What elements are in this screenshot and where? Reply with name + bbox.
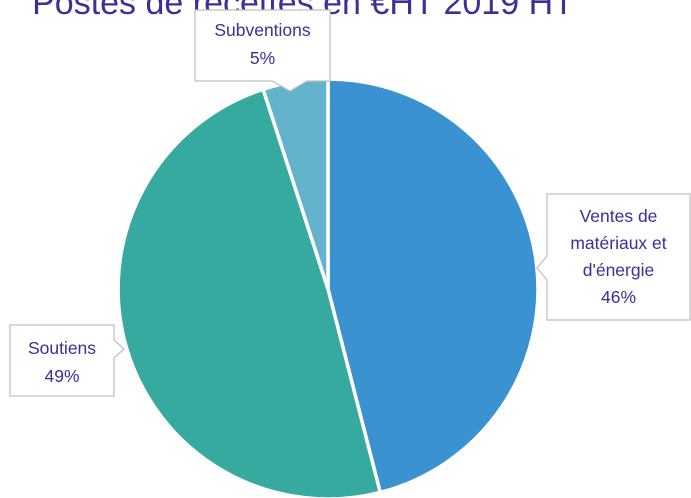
- slice-name-label: d'énergie: [583, 260, 654, 280]
- slice-name-label: matériaux et: [570, 233, 666, 253]
- callout-box: [194, 9, 331, 92]
- pie-slice-ventes-de-mat-riaux-et-d-nergie: [326, 77, 540, 495]
- pie-slice-soutiens: [116, 87, 382, 498]
- callout-box: [536, 193, 691, 321]
- slice-value-label: 49%: [44, 366, 79, 386]
- callout-subventions: Subventions 5%: [194, 9, 331, 92]
- slice-labels: Ventes de matériaux et d'énergie 46% Soutien…: [9, 9, 691, 397]
- slice-name-label: Soutiens: [28, 338, 96, 358]
- slice-name-label: Ventes de: [580, 206, 658, 226]
- slice-value-label: 5%: [250, 48, 275, 68]
- slice-value-label: 46%: [601, 287, 636, 307]
- pie-slices: [116, 77, 540, 498]
- callout-ventes-de-mat-riaux-et-d-nergie: Ventes de matériaux et d'énergie 46%: [536, 193, 691, 321]
- callout-soutiens: Soutiens 49%: [9, 324, 125, 397]
- callout-box: [9, 324, 125, 397]
- slice-name-label: Subventions: [214, 20, 311, 40]
